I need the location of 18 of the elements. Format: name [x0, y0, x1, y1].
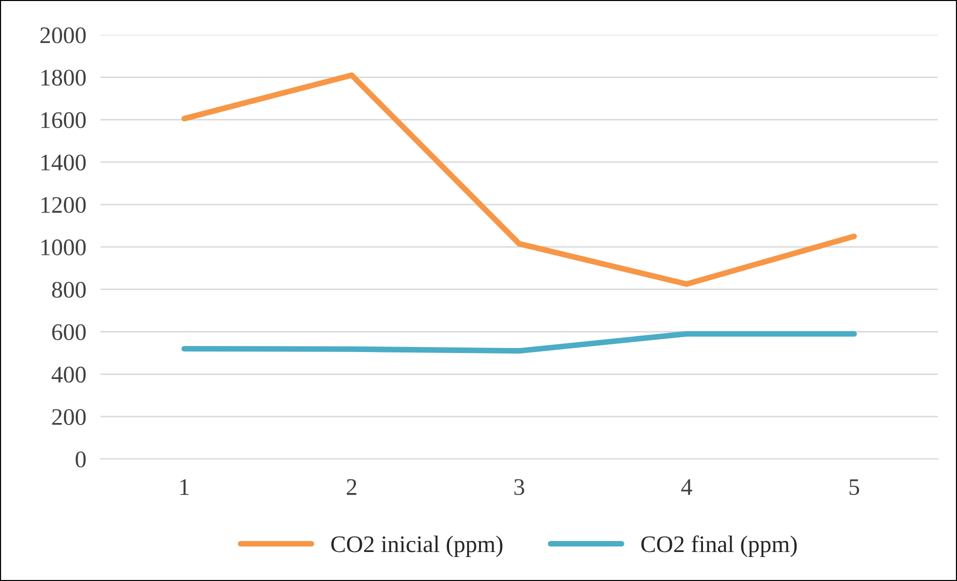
x-tick-label: 4 — [681, 479, 692, 495]
y-tick-label: 200 — [52, 409, 86, 425]
legend-label: CO2 inicial (ppm) — [331, 536, 502, 558]
y-tick-label: 400 — [52, 366, 86, 383]
y-tick-label: 1800 — [41, 70, 86, 86]
y-tick-label: 2000 — [40, 27, 86, 44]
y-tick-label: 1000 — [41, 239, 86, 256]
y-tick-label: 0 — [76, 451, 86, 468]
y-tick-label: 600 — [52, 324, 86, 340]
y-tick-label: 1600 — [41, 112, 86, 128]
y-tick-label: 1200 — [41, 197, 86, 213]
x-tick-label: 1 — [180, 479, 189, 495]
x-tick-label: 5 — [850, 479, 860, 496]
x-tick-label: 2 — [346, 479, 356, 495]
y-tick-label: 1400 — [41, 154, 86, 171]
y-tick-label: 800 — [52, 282, 86, 298]
x-tick-label: 3 — [514, 479, 524, 496]
legend-label: CO2 final (ppm) — [641, 535, 797, 558]
